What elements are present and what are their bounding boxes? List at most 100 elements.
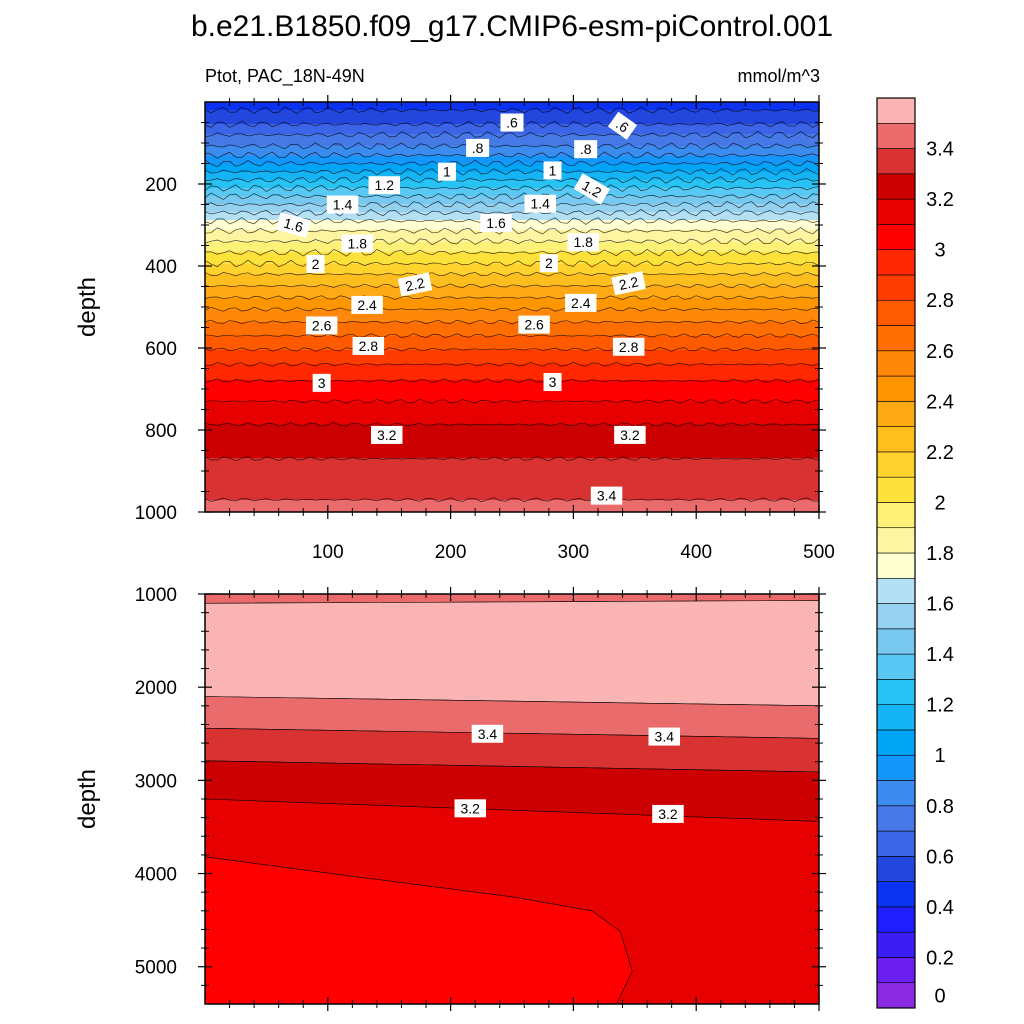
subtitle-left: Ptot, PAC_18N-49N — [205, 66, 365, 87]
contour-label: 1 — [543, 161, 562, 180]
y-tick-label: 1000 — [135, 585, 177, 606]
colorbar-swatch — [876, 527, 916, 554]
contour-label-text: 1.4 — [333, 197, 353, 213]
contour-label: 1.6 — [275, 212, 311, 238]
contour-label: 3.4 — [590, 486, 623, 505]
contour-label-text: 2 — [545, 255, 553, 271]
contour-label-text: 1.6 — [486, 215, 506, 231]
upper-contour-panel: .6 .6 .8 .8 1 1 1.2 1.2 1.4 1.4 1.6 1.6 1.8 1.8 2 2 2.2 2… — [74, 95, 835, 563]
contour-label: 2 — [306, 254, 325, 273]
contour-label: 2.6 — [518, 315, 550, 334]
y-axis-title: depth — [74, 277, 101, 337]
colorbar-swatch — [876, 476, 916, 503]
colorbar-label: 1.6 — [926, 594, 954, 616]
colorbar-swatch — [876, 830, 916, 857]
colorbar-swatch — [876, 957, 916, 984]
colorbar-swatch — [876, 148, 916, 175]
contour-label: 1.4 — [326, 195, 359, 214]
colorbar-swatch — [876, 451, 916, 478]
contour-label: 2.2 — [611, 271, 646, 296]
contour-label: .6 — [500, 113, 524, 132]
contour-lines — [205, 106, 819, 503]
colorbar-swatch — [876, 628, 916, 655]
contour-labels: .6 .6 .8 .8 1 1 1.2 1.2 1.4 1.4 1.6 1.6 1.8 1.8 2 2 2.2 2… — [275, 111, 646, 505]
contour-label: .6 — [607, 111, 638, 140]
colorbar-swatch — [876, 401, 916, 427]
colorbar-label: 0.8 — [926, 796, 954, 818]
y-tick-label: 1000 — [135, 503, 177, 524]
y-tick-label: 2000 — [135, 678, 177, 699]
contour-label: 1.2 — [573, 173, 610, 205]
contour-label-text: 3 — [549, 374, 557, 390]
colorbar-swatch — [876, 552, 916, 579]
contour-label-text: 2.6 — [524, 317, 544, 333]
colorbar-swatch — [876, 97, 916, 124]
contour-label: 3.2 — [370, 425, 403, 444]
contour-label: 3 — [543, 373, 562, 392]
contour-label: .8 — [574, 140, 598, 159]
contour-label-text: 2.2 — [617, 273, 640, 293]
contour-label-text: 2 — [312, 256, 320, 272]
contour-label-text: 2.8 — [619, 339, 639, 355]
colorbar-swatch — [876, 350, 916, 377]
contour-label: 1 — [437, 162, 456, 181]
colorbar-swatch — [876, 729, 916, 756]
contour-label: 2.8 — [612, 337, 645, 356]
colorbar-swatch — [876, 704, 916, 731]
contour-label-text: 1 — [443, 164, 451, 180]
contour-label-text: 3.2 — [620, 427, 640, 443]
y-axis-title: depth — [74, 769, 101, 829]
x-tick-label: 100 — [312, 542, 344, 563]
y-tick-label: 400 — [145, 257, 177, 278]
x-tick-label: 200 — [435, 542, 467, 563]
colorbar-swatch — [876, 653, 916, 680]
colorbar-swatch — [876, 805, 916, 832]
contour-label-text: 1.4 — [531, 196, 551, 212]
contour-label: 1.4 — [524, 194, 556, 213]
colorbar-label: 0.2 — [926, 947, 954, 969]
contour-label-text: 2.6 — [312, 317, 332, 333]
subtitle-right: mmol/m^3 — [738, 66, 820, 86]
colorbar-label: 2.8 — [926, 290, 954, 312]
contour-label-text: .8 — [472, 140, 484, 156]
colorbar-label: 1.4 — [926, 644, 954, 666]
x-tick-label: 500 — [803, 542, 835, 563]
y-tick-label: 600 — [145, 339, 177, 360]
contour-label-text: 1 — [549, 162, 557, 178]
colorbar-swatch — [876, 325, 916, 352]
x-tick-label: 400 — [680, 542, 712, 563]
contour-label-text: 3.2 — [377, 427, 397, 443]
contour-label: 3.4 — [648, 727, 681, 746]
colorbar-swatch — [876, 224, 916, 250]
y-tick-label: 800 — [145, 421, 177, 442]
contour-label-text: 1.8 — [348, 235, 368, 251]
colorbar-swatch — [876, 299, 916, 326]
colorbar-swatch — [876, 274, 916, 301]
contour-label-text: 1.6 — [282, 215, 305, 236]
y-tick-label: 4000 — [135, 865, 177, 886]
contour-fill — [205, 102, 819, 512]
contour-label-text: 2.2 — [404, 275, 427, 295]
contour-label: 1.8 — [341, 234, 374, 253]
contour-label: 2 — [539, 254, 558, 273]
colorbar-label: 2.2 — [926, 442, 954, 464]
contour-label: 2.8 — [352, 336, 385, 355]
contour-label-text: .8 — [580, 141, 592, 157]
contour-label-text: 3.4 — [655, 729, 675, 745]
contour-label: 2.4 — [565, 293, 597, 312]
contour-label: 1.6 — [480, 213, 512, 232]
colorbar-swatch — [876, 906, 916, 933]
contour-label-text: 2.4 — [357, 297, 377, 313]
colorbar-label: 1.8 — [926, 543, 954, 565]
contour-label-text: 3 — [318, 375, 326, 391]
colorbar-label: 3 — [934, 240, 945, 262]
colorbar-label: 0.6 — [926, 846, 954, 868]
lower-contour-panel: 3.4 3.4 3.2 3.2 1000 2000 3000 4000 5000 depth — [74, 585, 826, 1011]
colorbar-label: 2.6 — [926, 341, 954, 363]
contour-label-text: 2.8 — [359, 338, 379, 354]
colorbar-label: 3.4 — [926, 139, 954, 161]
colorbar-swatch — [876, 679, 916, 705]
colorbar-label: 0 — [934, 985, 945, 1007]
contour-label: 2.2 — [397, 272, 433, 297]
